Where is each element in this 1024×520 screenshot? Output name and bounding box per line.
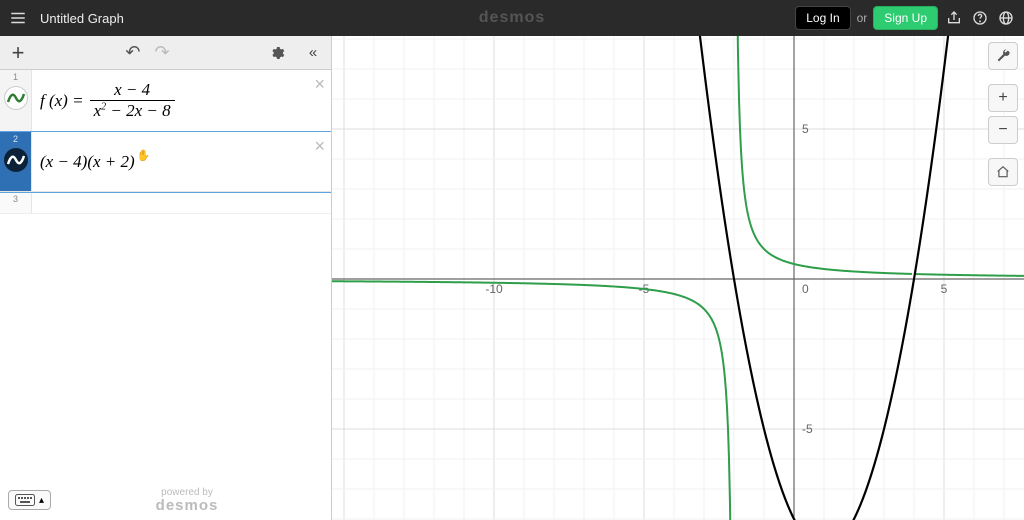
redo-button[interactable]: ↷ <box>155 42 170 63</box>
or-label: or <box>857 11 868 25</box>
svg-text:0: 0 <box>802 282 809 296</box>
graph-canvas[interactable]: -10-555-50 <box>332 36 1024 520</box>
expression-row[interactable]: 2 (x − 4)(x + 2) ✋ × <box>0 132 331 192</box>
expression-tab[interactable]: 1 <box>0 70 32 131</box>
main-area: + ↶ ↷ « 1 f (x) = <box>0 36 1024 520</box>
undo-button[interactable]: ↶ <box>125 42 140 63</box>
expression-list: 1 f (x) = x − 4 x2 − 2x − 8 × 2 <box>0 70 331 520</box>
menu-icon[interactable] <box>0 9 36 27</box>
expression-row[interactable]: 1 f (x) = x − 4 x2 − 2x − 8 × <box>0 70 331 132</box>
chevron-up-icon: ▴ <box>39 495 44 506</box>
home-button[interactable] <box>988 158 1018 186</box>
share-icon[interactable] <box>944 8 964 28</box>
expression-tab: 3 <box>0 192 32 213</box>
curve-color-icon[interactable] <box>4 86 28 110</box>
zoom-in-button[interactable]: + <box>988 84 1018 112</box>
expression-index: 1 <box>13 72 18 82</box>
delete-expression-button[interactable]: × <box>314 74 325 95</box>
collapse-panel-button[interactable]: « <box>295 36 331 70</box>
delete-expression-button[interactable]: × <box>314 136 325 157</box>
svg-text:5: 5 <box>941 282 948 296</box>
login-button[interactable]: Log In <box>795 6 850 30</box>
cursor-icon: ✋ <box>137 149 151 162</box>
graph-viewport[interactable]: -10-555-50 + − <box>332 36 1024 520</box>
expression-index: 3 <box>13 194 18 204</box>
expression-lhs: f (x) = <box>40 91 84 111</box>
app-header: Untitled Graph desmos Log In or Sign Up <box>0 0 1024 36</box>
wrench-icon[interactable] <box>988 42 1018 70</box>
expression-toolbar: + ↶ ↷ « <box>0 36 331 70</box>
denominator: x2 − 2x − 8 <box>90 101 175 121</box>
help-icon[interactable] <box>970 8 990 28</box>
expression-input[interactable]: (x − 4)(x + 2) ✋ <box>32 132 331 191</box>
powered-by: powered by desmos <box>156 488 219 513</box>
expression-row-empty[interactable]: 3 <box>0 192 331 214</box>
expression-tab[interactable]: 2 <box>0 132 32 191</box>
svg-text:-10: -10 <box>485 282 503 296</box>
svg-text:5: 5 <box>802 122 809 136</box>
brand-logo: desmos <box>479 9 545 27</box>
settings-icon[interactable] <box>259 36 295 70</box>
signup-button[interactable]: Sign Up <box>873 6 938 30</box>
expression-panel: + ↶ ↷ « 1 f (x) = <box>0 36 332 520</box>
add-expression-button[interactable]: + <box>0 36 36 70</box>
numerator: x − 4 <box>90 80 175 101</box>
sidebar-footer: ▴ powered by desmos <box>0 480 331 520</box>
expression-fraction: x − 4 x2 − 2x − 8 <box>90 80 175 121</box>
svg-text:-5: -5 <box>802 422 813 436</box>
expression-input[interactable]: f (x) = x − 4 x2 − 2x − 8 <box>32 70 331 131</box>
graph-controls: + − <box>988 42 1018 186</box>
curve-color-icon[interactable] <box>4 148 28 172</box>
graph-title[interactable]: Untitled Graph <box>40 11 124 26</box>
expression-text: (x − 4)(x + 2) <box>40 152 135 172</box>
keyboard-button[interactable]: ▴ <box>8 490 51 510</box>
header-actions: Log In or Sign Up <box>795 6 1024 30</box>
zoom-out-button[interactable]: − <box>988 116 1018 144</box>
language-icon[interactable] <box>996 8 1016 28</box>
expression-index: 2 <box>13 134 18 144</box>
